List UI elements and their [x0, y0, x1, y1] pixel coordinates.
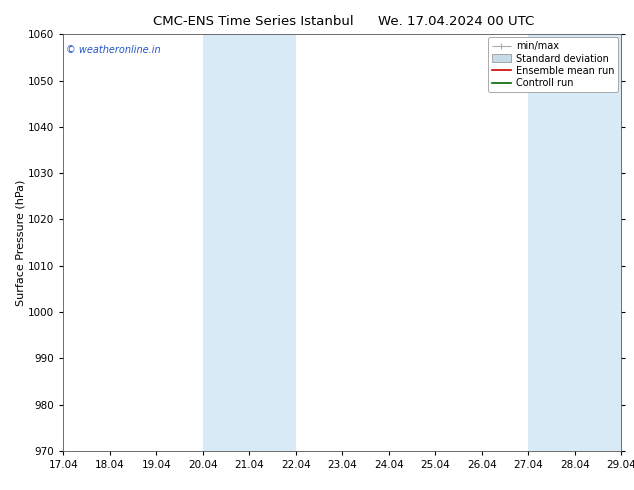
Text: CMC-ENS Time Series Istanbul: CMC-ENS Time Series Istanbul	[153, 15, 354, 28]
Text: We. 17.04.2024 00 UTC: We. 17.04.2024 00 UTC	[378, 15, 534, 28]
Bar	[528, 34, 621, 451]
Y-axis label: Surface Pressure (hPa): Surface Pressure (hPa)	[15, 179, 25, 306]
Legend: min/max, Standard deviation, Ensemble mean run, Controll run: min/max, Standard deviation, Ensemble me…	[488, 37, 618, 92]
Bar	[203, 34, 296, 451]
Text: © weatheronline.in: © weatheronline.in	[66, 45, 161, 55]
